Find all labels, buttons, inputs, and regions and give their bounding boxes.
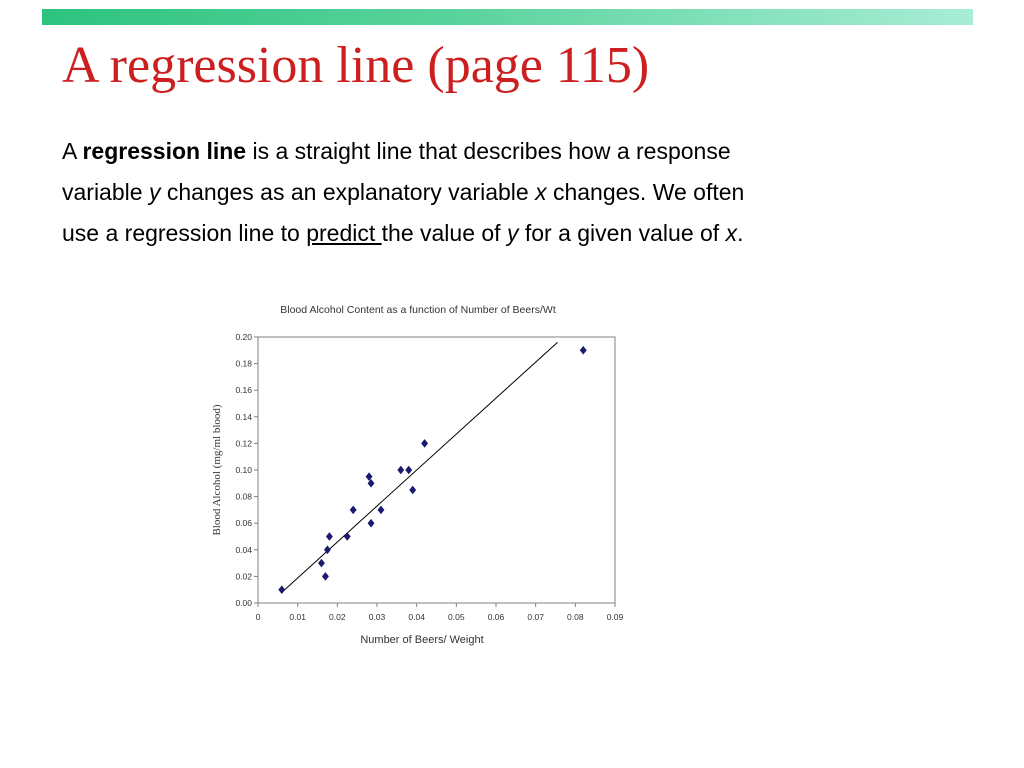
text-segment: is a straight line that describes how a … — [246, 138, 731, 164]
y-tick-label: 0.16 — [235, 385, 252, 395]
text-segment: changes as an explanatory variable — [160, 179, 536, 205]
x-tick-label: 0.01 — [289, 612, 306, 622]
x-axis-title: Number of Beers/ Weight — [360, 634, 483, 646]
y-tick-label: 0.18 — [235, 359, 252, 369]
text-segment: A — [62, 138, 83, 164]
data-point — [321, 571, 329, 581]
y-tick-label: 0.06 — [235, 518, 252, 528]
paragraph-line-1: A regression line is a straight line tha… — [62, 131, 962, 172]
y-tick-label: 0.02 — [235, 571, 252, 581]
term-regression-line: regression line — [82, 138, 247, 164]
data-point — [405, 465, 413, 475]
scatter-chart: Blood Alcohol Content as a function of N… — [211, 304, 624, 646]
x-tick-label: 0.05 — [448, 612, 465, 622]
data-point — [349, 505, 357, 515]
data-point — [579, 345, 587, 355]
x-tick-label: 0 — [256, 612, 261, 622]
y-axis-title: Blood Alcohol (mg/ml blood) — [211, 404, 223, 535]
y-tick-label: 0.12 — [235, 438, 252, 448]
y-tick-label: 0.00 — [235, 598, 252, 608]
x-tick-label: 0.07 — [527, 612, 544, 622]
x-tick-label: 0.06 — [488, 612, 505, 622]
body-paragraph: A regression line is a straight line tha… — [62, 131, 962, 254]
variable-y: y — [148, 179, 161, 205]
text-segment: use a regression line to — [62, 220, 307, 246]
text-segment: . — [737, 220, 744, 246]
paragraph-line-2: variable y changes as an explanatory var… — [62, 172, 962, 213]
x-tick-label: 0.09 — [607, 612, 624, 622]
y-tick-label: 0.08 — [235, 492, 252, 502]
top-accent-bar — [42, 9, 973, 25]
data-point — [365, 472, 373, 482]
slide-title: A regression line (page 115) — [62, 37, 650, 94]
plot-area — [257, 336, 616, 604]
variable-y: y — [506, 220, 519, 246]
data-point — [377, 505, 385, 515]
data-point — [409, 485, 417, 495]
x-tick-label: 0.02 — [329, 612, 346, 622]
data-point — [421, 438, 429, 448]
paragraph-line-3: use a regression line to predict the val… — [62, 213, 962, 254]
y-tick-label: 0.20 — [235, 332, 252, 342]
text-segment: the value of — [381, 220, 507, 246]
data-point — [325, 532, 333, 541]
data-point — [367, 478, 375, 488]
data-point — [317, 558, 325, 568]
chart-title: Blood Alcohol Content as a function of N… — [280, 304, 556, 316]
text-segment: for a given value of — [518, 220, 726, 246]
x-tick-label: 0.08 — [567, 612, 584, 622]
text-segment: changes. We often — [546, 179, 745, 205]
x-tick-label: 0.03 — [369, 612, 386, 622]
variable-x: x — [725, 220, 738, 246]
data-point — [278, 585, 286, 595]
data-point — [367, 518, 375, 528]
data-point — [343, 532, 351, 541]
variable-x: x — [535, 179, 547, 205]
y-tick-label: 0.14 — [235, 412, 252, 422]
data-point — [397, 465, 405, 475]
y-tick-label: 0.10 — [235, 465, 252, 475]
term-predict: predict — [306, 220, 382, 246]
data-point — [323, 545, 331, 555]
x-tick-label: 0.04 — [408, 612, 425, 622]
text-segment: variable — [62, 179, 149, 205]
y-tick-label: 0.04 — [235, 545, 252, 555]
